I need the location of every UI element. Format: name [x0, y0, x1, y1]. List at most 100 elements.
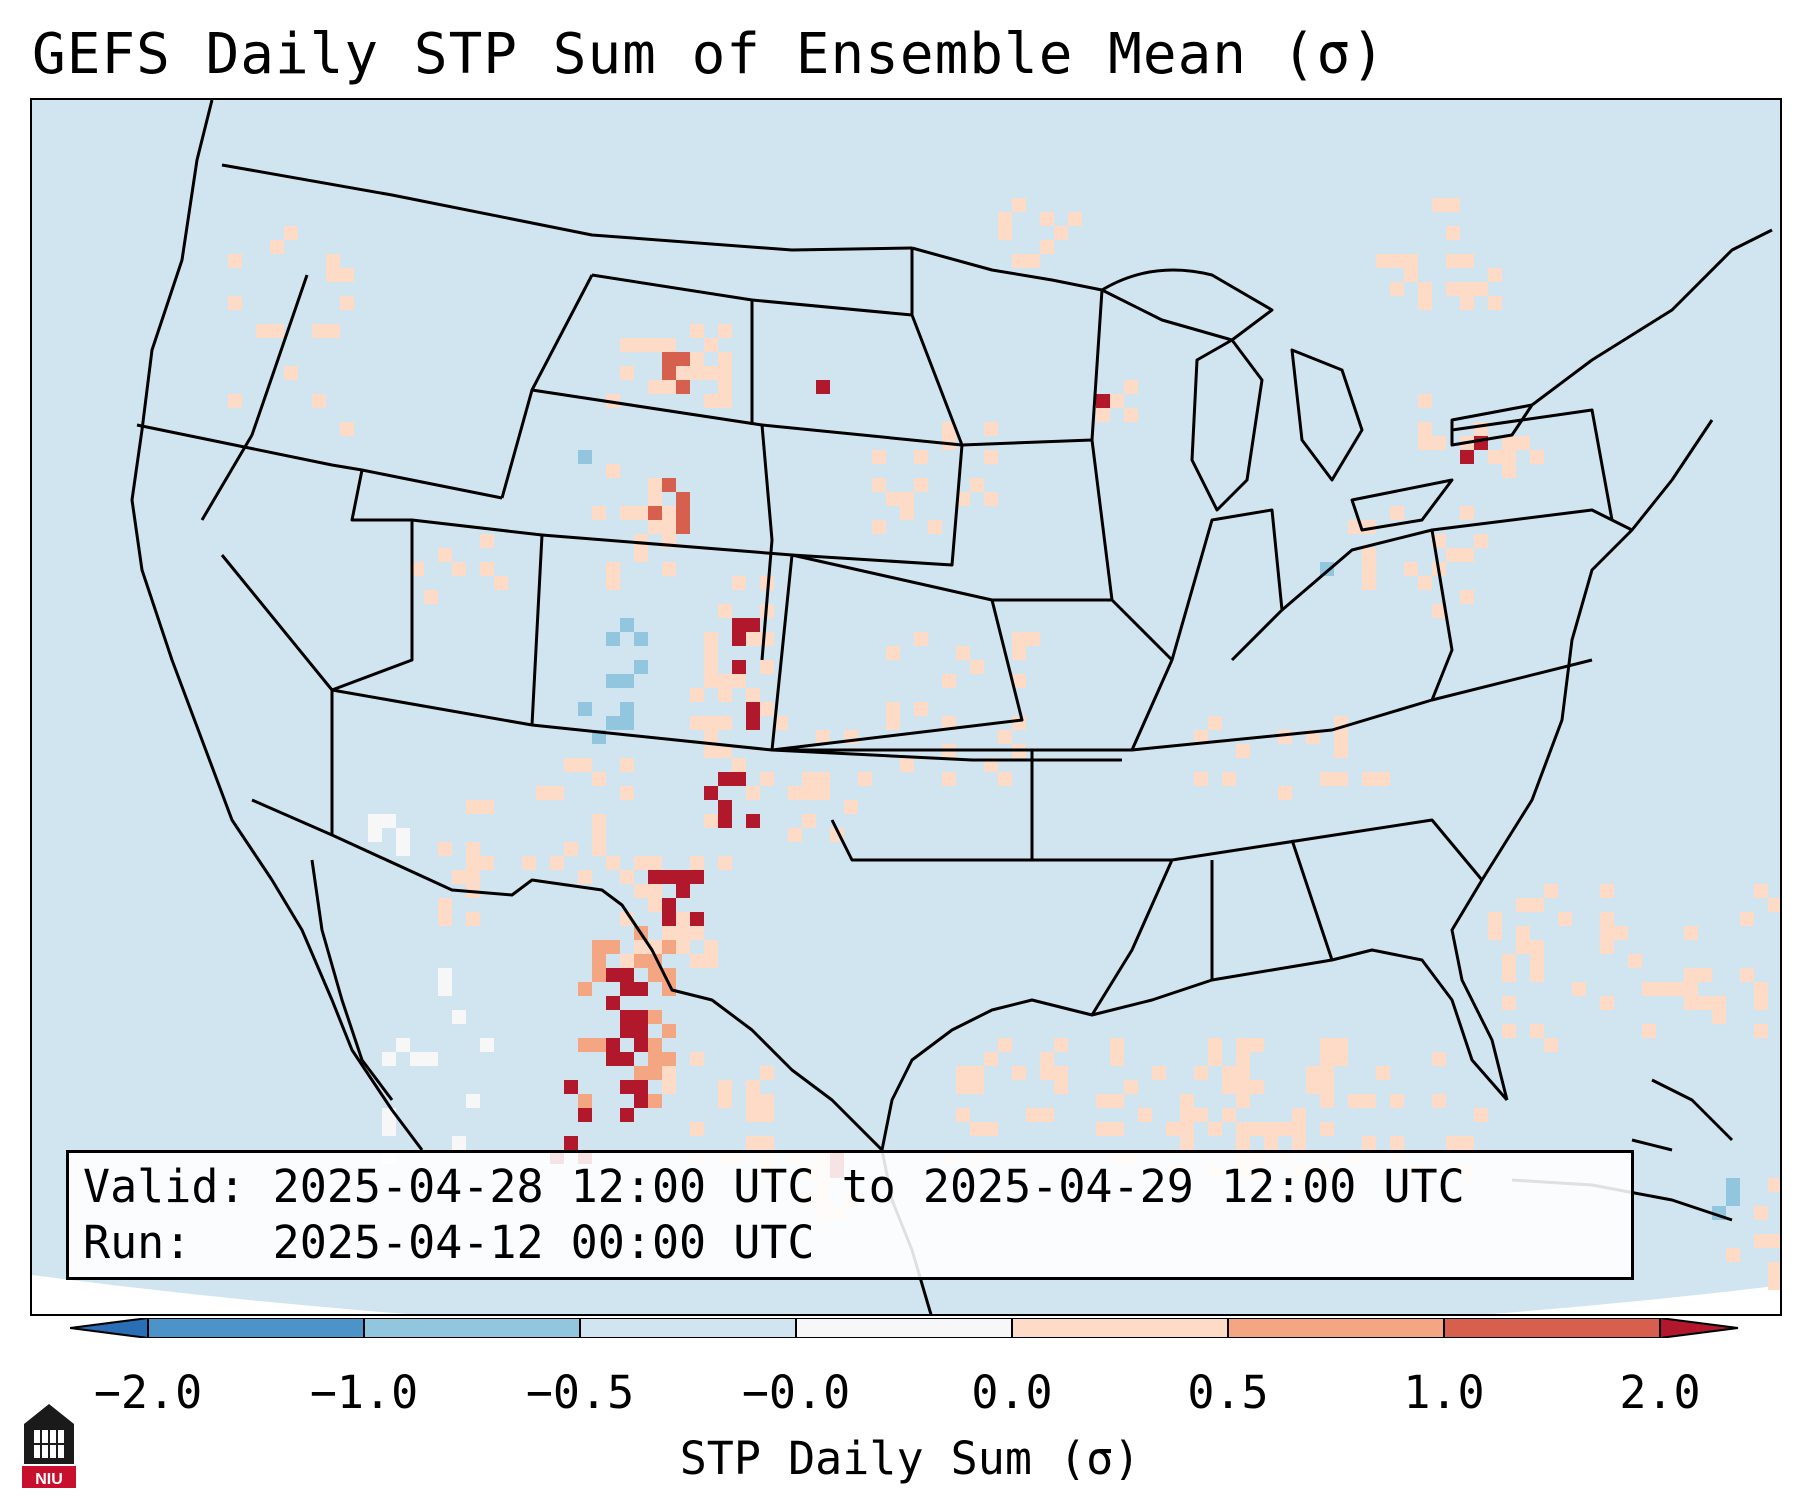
anomaly-cell	[1376, 772, 1390, 786]
anomaly-cell	[690, 926, 704, 940]
anomaly-cell	[998, 772, 1012, 786]
anomaly-cell	[732, 618, 746, 632]
anomaly-cell	[606, 562, 620, 576]
anomaly-cell	[1418, 436, 1432, 450]
lake-erie	[1350, 478, 1454, 532]
anomaly-cell	[1222, 1108, 1236, 1122]
anomaly-cell	[466, 912, 480, 926]
anomaly-cell	[928, 520, 942, 534]
anomaly-cell	[1054, 1038, 1068, 1052]
anomaly-cell	[1236, 1136, 1250, 1150]
anomaly-cell	[1460, 590, 1474, 604]
anomaly-cell	[1110, 1038, 1124, 1052]
anomaly-cell	[1530, 940, 1544, 954]
anomaly-cell	[1124, 380, 1138, 394]
anomaly-cell	[1698, 968, 1712, 982]
anomaly-cell	[760, 1094, 774, 1108]
anomaly-cell	[1208, 1038, 1222, 1052]
colorbar-bin	[1444, 1318, 1660, 1338]
anomaly-cell	[942, 772, 956, 786]
anomaly-cell	[1446, 1136, 1460, 1150]
colorbar-bin	[148, 1318, 364, 1338]
anomaly-cell	[1726, 1178, 1740, 1192]
valid-time-box: Valid: 2025-04-28 12:00 UTC to 2025-04-2…	[66, 1150, 1634, 1280]
anomaly-cell	[998, 1038, 1012, 1052]
anomaly-cell	[662, 478, 676, 492]
anomaly-cell	[326, 324, 340, 338]
anomaly-cell	[1726, 1248, 1740, 1262]
anomaly-cell	[1236, 1052, 1250, 1066]
anomaly-cell	[1558, 912, 1572, 926]
lake-michigan	[1190, 338, 1264, 512]
anomaly-cell	[564, 842, 578, 856]
anomaly-cell	[704, 940, 718, 954]
anomaly-cell	[620, 366, 634, 380]
anomaly-cell	[970, 660, 984, 674]
anomaly-cell	[606, 940, 620, 954]
colorbar-segments	[70, 1318, 1739, 1338]
anomaly-cell	[690, 688, 704, 702]
anomaly-cell	[1754, 982, 1768, 996]
anomaly-cell	[1502, 464, 1516, 478]
anomaly-cell	[690, 1052, 704, 1066]
anomaly-cell	[1096, 408, 1110, 422]
anomaly-cell	[1110, 1122, 1124, 1136]
anomaly-cell	[1208, 716, 1222, 730]
anomaly-cell	[606, 632, 620, 646]
anomaly-cell	[368, 828, 382, 842]
anomaly-cell	[1320, 1080, 1334, 1094]
anomaly-cell	[1278, 730, 1292, 744]
anomaly-cell	[1740, 968, 1754, 982]
anomaly-cell	[1012, 716, 1026, 730]
anomaly-cell	[1306, 1066, 1320, 1080]
anomaly-cell	[1222, 772, 1236, 786]
lake-ontario	[1450, 403, 1534, 447]
anomaly-cell	[1432, 198, 1446, 212]
anomaly-cell	[718, 744, 732, 758]
anomaly-cell	[312, 324, 326, 338]
anomaly-cell	[690, 366, 704, 380]
anomaly-cell	[1194, 1108, 1208, 1122]
anomaly-cell	[606, 464, 620, 478]
anomaly-cell	[620, 1108, 634, 1122]
anomaly-cell	[1110, 1094, 1124, 1108]
anomaly-cell	[452, 1136, 466, 1150]
anomaly-cell	[592, 506, 606, 520]
anomaly-cell	[676, 926, 690, 940]
anomaly-cell	[284, 366, 298, 380]
anomaly-cell	[1600, 996, 1614, 1010]
anomaly-cell	[438, 968, 452, 982]
anomaly-cell	[1222, 1066, 1236, 1080]
anomaly-cell	[424, 1052, 438, 1066]
anomaly-cell	[1054, 226, 1068, 240]
colorbar-bin	[1012, 1318, 1228, 1338]
anomaly-cell	[1110, 1052, 1124, 1066]
anomaly-cell	[746, 702, 760, 716]
anomaly-cell	[1320, 1066, 1334, 1080]
anomaly-cell	[648, 968, 662, 982]
anomaly-cell	[522, 856, 536, 870]
colorbar-bin	[580, 1318, 796, 1338]
anomaly-cell	[620, 1010, 634, 1024]
anomaly-cell	[1026, 1108, 1040, 1122]
anomaly-cell	[662, 380, 676, 394]
anomaly-cell	[676, 912, 690, 926]
anomaly-cell	[606, 1038, 620, 1052]
anomaly-cell	[424, 590, 438, 604]
colorbar-extend-high	[1660, 1318, 1738, 1338]
anomaly-cell	[746, 1080, 760, 1094]
anomaly-cell	[1446, 548, 1460, 562]
anomaly-cell	[1614, 926, 1628, 940]
anomaly-cell	[1754, 1024, 1768, 1038]
anomaly-cell	[914, 450, 928, 464]
anomaly-cell	[1516, 436, 1530, 450]
anomaly-cell	[1236, 1066, 1250, 1080]
anomaly-cell	[718, 800, 732, 814]
anomaly-cell	[746, 1136, 760, 1150]
anomaly-cell	[270, 324, 284, 338]
anomaly-cell	[1502, 1024, 1516, 1038]
anomaly-cell	[1194, 730, 1208, 744]
anomaly-cell	[438, 548, 452, 562]
anomaly-cell	[1194, 1066, 1208, 1080]
anomaly-cell	[606, 576, 620, 590]
